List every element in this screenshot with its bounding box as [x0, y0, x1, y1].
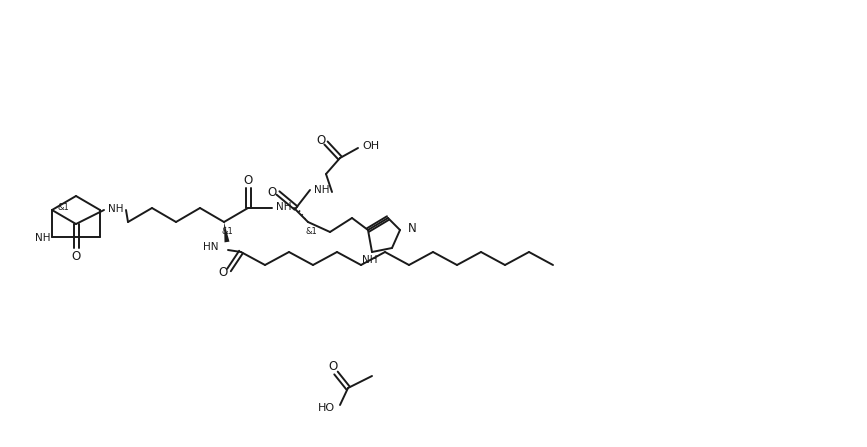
- Text: NH: NH: [277, 202, 292, 212]
- Text: &1: &1: [305, 227, 316, 236]
- Text: N: N: [408, 222, 417, 235]
- Text: O: O: [316, 135, 326, 148]
- Text: HO: HO: [317, 403, 335, 413]
- Text: &1: &1: [57, 202, 68, 211]
- Polygon shape: [224, 222, 230, 242]
- Text: OH: OH: [362, 141, 380, 151]
- Text: NH: NH: [36, 233, 51, 243]
- Text: O: O: [244, 173, 252, 186]
- Text: NH: NH: [362, 255, 378, 265]
- Text: &1: &1: [221, 227, 233, 236]
- Text: O: O: [218, 266, 228, 278]
- Text: NH: NH: [108, 204, 124, 214]
- Text: O: O: [329, 360, 337, 374]
- Text: HN: HN: [203, 242, 218, 252]
- Text: O: O: [71, 249, 81, 262]
- Text: O: O: [267, 186, 277, 198]
- Text: NH: NH: [314, 185, 329, 195]
